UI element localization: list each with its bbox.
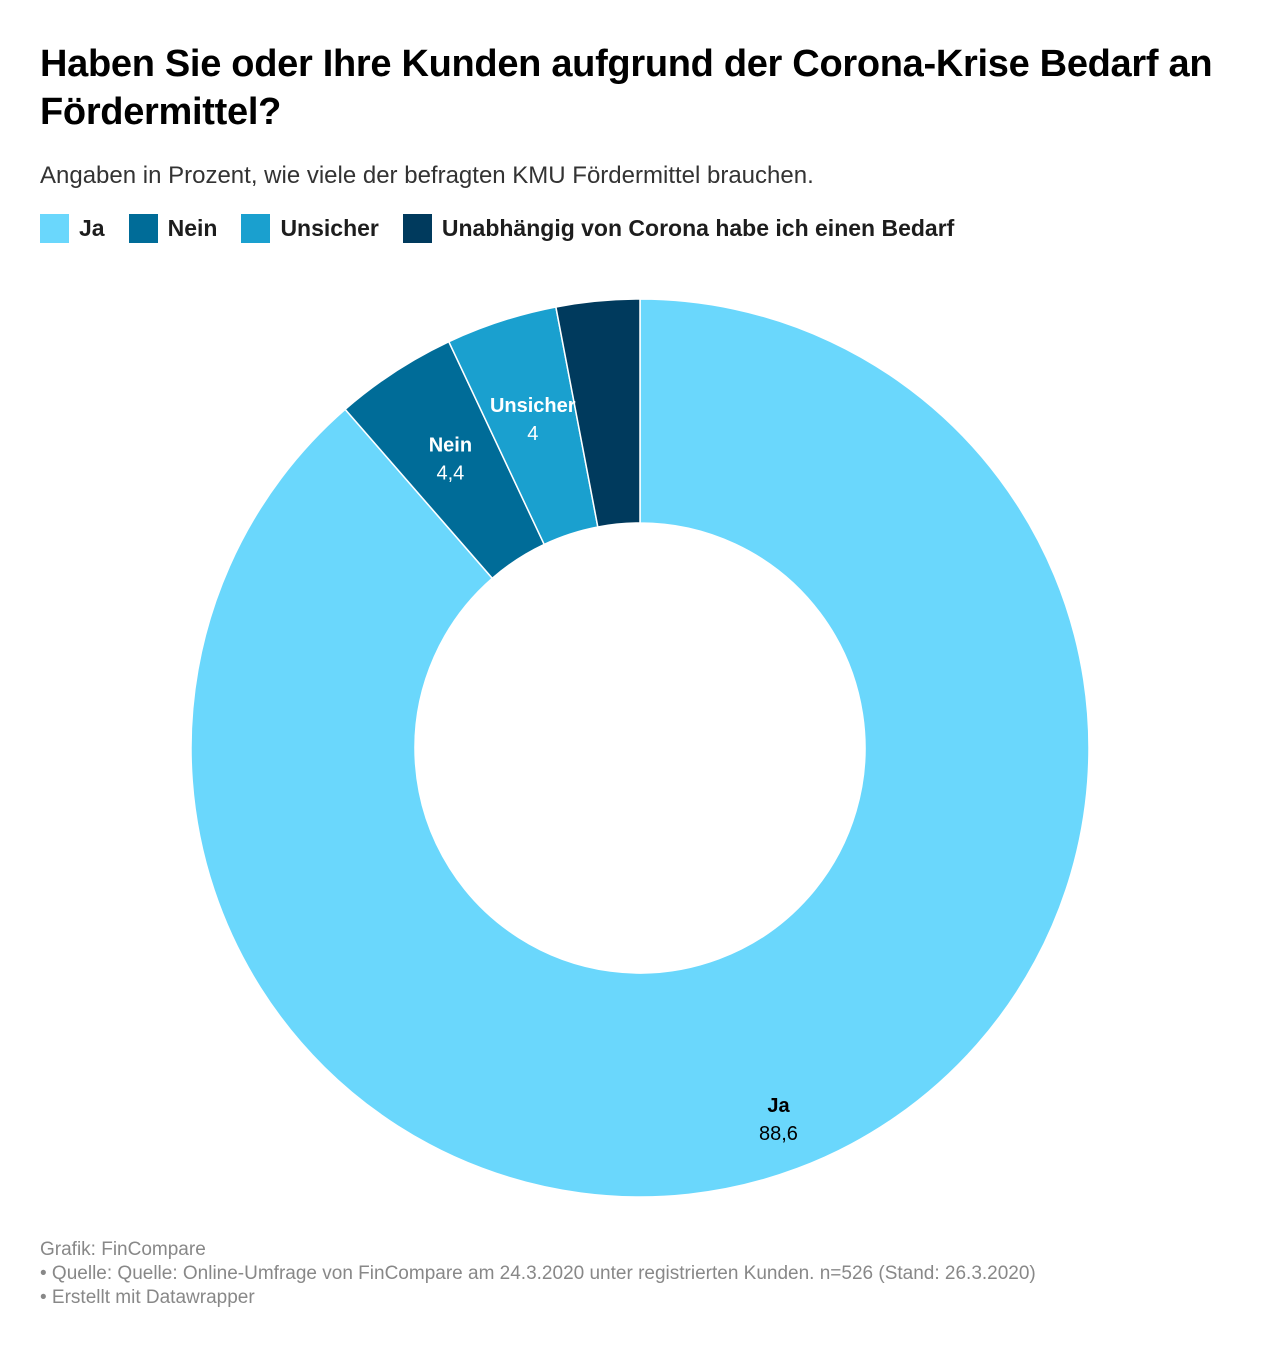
slice-label-ja: Ja [767, 1095, 790, 1117]
slice-label-unsicher: Unsicher [490, 395, 576, 417]
legend-label-unabhaengig: Unabhängig von Corona habe ich einen Bed… [441, 215, 955, 241]
legend-swatch-ja [40, 214, 69, 243]
footer: Grafik: FinCompare • Quelle: Quelle: Onl… [40, 1238, 1036, 1310]
footer-credit: Grafik: FinCompare [40, 1239, 206, 1260]
legend: Ja Nein Unsicher Unabhängig von Corona h… [40, 214, 978, 243]
legend-item-unabhaengig: Unabhängig von Corona habe ich einen Bed… [402, 214, 955, 243]
legend-item-unsicher: Unsicher [241, 214, 379, 243]
legend-item-nein: Nein [128, 214, 218, 243]
chart-subtitle: Angaben in Prozent, wie viele der befrag… [40, 162, 814, 189]
legend-label-nein: Nein [167, 215, 218, 241]
slice-ja [190, 298, 1090, 1198]
legend-swatch-unsicher [241, 214, 271, 243]
slice-unabhaengig [554, 298, 641, 528]
footer-tool: • Erstellt mit Datawrapper [40, 1287, 255, 1308]
legend-label-unsicher: Unsicher [280, 215, 379, 241]
legend-item-ja: Ja [40, 214, 105, 243]
slice-value-unsicher: 4 [527, 423, 538, 445]
legend-swatch-nein [128, 214, 158, 243]
slice-value-ja: 88,6 [759, 1123, 798, 1145]
donut-chart: Ja 88,6 Nein 4,4 Unsicher 4 [190, 298, 1090, 1198]
footer-source: • Quelle: Quelle: Online-Umfrage von Fin… [40, 1263, 1036, 1284]
legend-swatch-unabhaengig [402, 214, 432, 243]
slice-label-nein: Nein [429, 434, 472, 456]
slice-value-nein: 4,4 [436, 462, 464, 484]
legend-label-ja: Ja [79, 215, 105, 241]
chart-title: Haben Sie oder Ihre Kunden aufgrund der … [40, 43, 1213, 133]
